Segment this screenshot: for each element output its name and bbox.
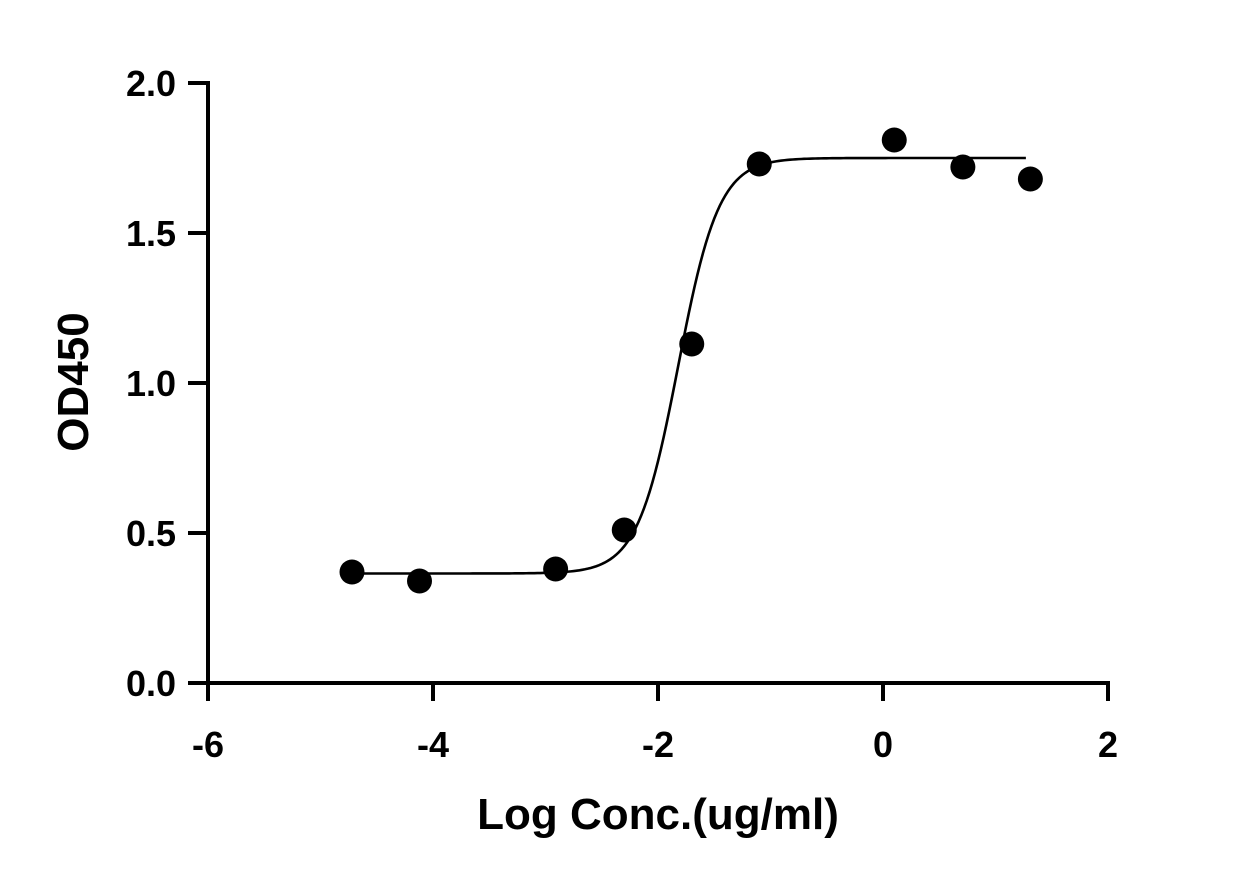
y-tick-label: 2.0 (126, 63, 176, 104)
x-axis-ticks: -6 -4 -2 0 2 (192, 683, 1118, 765)
x-tick-label: -2 (642, 724, 674, 765)
y-tick-label: 1.5 (126, 213, 176, 254)
data-point (746, 151, 772, 177)
x-tick-label: -4 (417, 724, 449, 765)
data-point (1017, 166, 1043, 192)
x-tick-label: -6 (192, 724, 224, 765)
data-point (950, 154, 976, 180)
data-point (611, 517, 637, 543)
x-tick-label: 2 (1098, 724, 1118, 765)
y-axis-title: OD450 (49, 312, 98, 451)
data-point (881, 127, 907, 153)
data-point (407, 568, 432, 594)
x-tick-label: 0 (873, 724, 893, 765)
y-tick-label: 0.0 (126, 663, 176, 704)
y-tick-label: 1.0 (126, 363, 176, 404)
y-axis-ticks: 0.0 0.5 1.0 1.5 2.0 (126, 63, 208, 704)
axes (206, 81, 1110, 685)
fit-curve (352, 156, 1026, 575)
y-tick-label: 0.5 (126, 513, 176, 554)
data-point (339, 559, 365, 585)
data-points (339, 127, 1043, 594)
data-point (543, 556, 569, 582)
data-point (679, 331, 705, 357)
x-axis-title: Log Conc.(ug/ml) (477, 790, 839, 839)
